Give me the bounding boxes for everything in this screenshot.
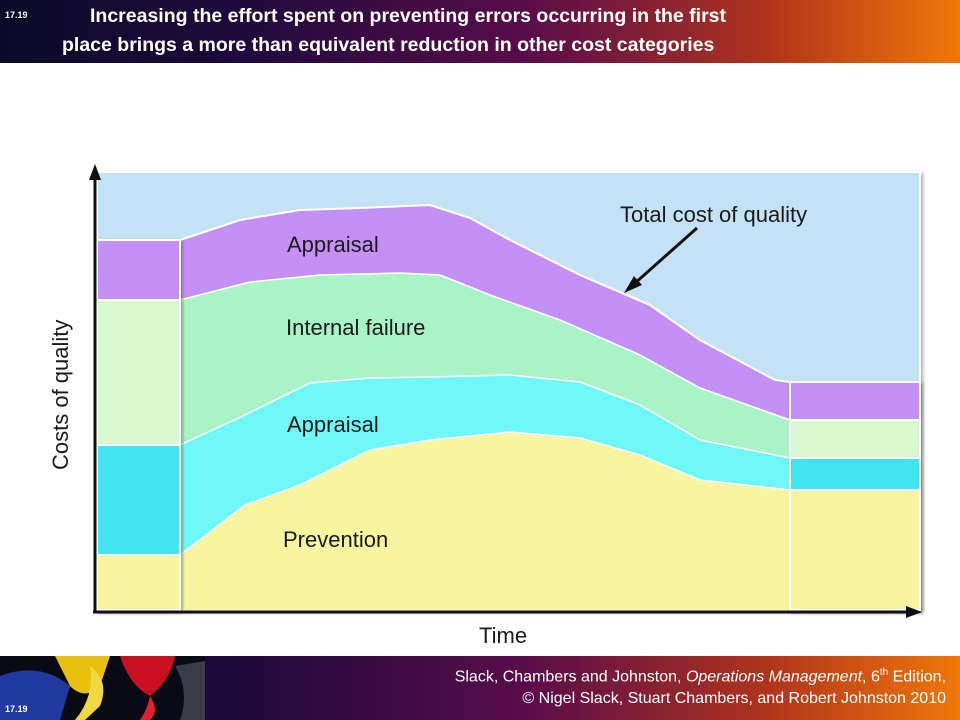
credit-edition-number: , 6 [862,668,880,686]
slide-title: Increasing the effort spent on preventin… [62,2,952,60]
slide-title-line2: place brings a more than equivalent redu… [62,34,715,56]
footer-credit: Slack, Chambers and Johnston, Operations… [455,662,946,710]
right-external-failure-box [789,381,921,421]
credit-edition-rest: Edition, [888,668,946,686]
footer-credit-line1: Slack, Chambers and Johnston, Operations… [455,662,946,688]
label-internal-failure: Internal failure [286,315,425,340]
label-prevention: Prevention [283,527,388,552]
prevention-top-edge [179,431,791,556]
header-bar: 17.19 Increasing the effort spent on pre… [0,0,960,63]
x-axis-label: Time [479,623,527,648]
annotation-total-cost: Total cost of quality [620,202,807,227]
left-prevention-box [96,554,181,611]
label-appraisal-bottom: Appraisal [287,412,379,437]
x-axis-arrowhead [906,606,922,618]
total-cost-curve [179,203,791,383]
left-external-failure-box [96,239,181,301]
internal-failure-band [180,273,790,458]
left-internal-failure-box [96,299,181,446]
credit-book-title: Operations Management [685,668,863,686]
slide-number-top: 17.19 [5,10,28,20]
credit-edition-superscript: th [879,667,889,678]
internal-failure-top-edge [179,272,791,421]
right-stack [789,381,921,611]
annotation-arrow-line [633,226,698,286]
slide-title-line1: Increasing the effort spent on preventin… [90,5,727,27]
credit-authors: Slack, Chambers and Johnston, [454,668,686,686]
prevention-band [180,432,790,610]
paint-buckets-logo-image [0,656,205,720]
annotation-arrowhead [624,276,642,293]
label-appraisal-top: Appraisal [287,232,379,257]
appraisal-band [180,375,790,555]
y-axis-arrowhead [89,164,101,180]
left-appraisal-box [96,444,181,556]
right-prevention-box [789,489,921,611]
footer-credit-line2: © Nigel Slack, Stuart Chambers, and Robe… [522,690,946,708]
appraisal-top-edge [179,374,791,459]
cost-of-quality-diagram: Total cost of quality Appraisal Internal… [48,164,922,648]
left-stack [96,239,181,611]
footer-bar: 17.19 Slack, Chambers and Johnston, Oper… [0,656,960,720]
external-failure-band [180,205,790,420]
slide-number-bottom: 17.19 [5,704,28,714]
right-appraisal-box [789,457,921,491]
right-internal-failure-box [789,419,921,459]
y-axis-label: Costs of quality [48,320,73,470]
